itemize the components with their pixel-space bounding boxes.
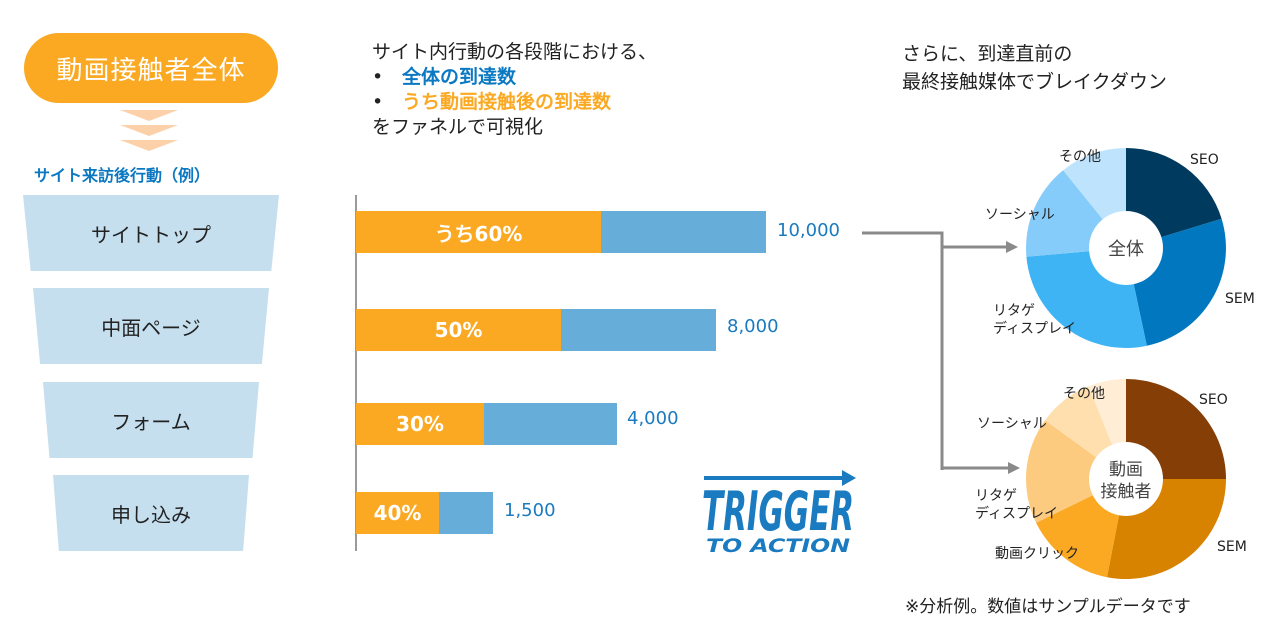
bar-chart-axis — [355, 195, 357, 551]
pie-all-label-social: ソーシャル — [985, 207, 1055, 223]
funnel-stage-form: フォーム — [43, 382, 259, 458]
bar-inner-page: 50% — [356, 309, 716, 351]
trigger-to-action-logo: TRIGGER TO ACTION — [700, 468, 860, 558]
svg-text:接触者: 接触者 — [1101, 482, 1152, 502]
pie-video-label-retarget: リタゲ ディスプレイ — [975, 488, 1059, 522]
donut-chart-all: 全体 — [1026, 148, 1226, 348]
connector-arrows — [862, 231, 1020, 474]
svg-text:TO ACTION: TO ACTION — [706, 535, 850, 557]
pie-all-label-seo: SEO — [1190, 152, 1219, 168]
pie-all-label-retarget: リタゲ ディスプレイ — [993, 303, 1077, 337]
funnel-stage-application: 申し込み — [53, 475, 249, 551]
stage-label: フォーム — [111, 409, 191, 434]
bar-application: 40% — [356, 492, 493, 534]
bar-segment-video: 40% — [356, 492, 439, 534]
bar-segment-total — [561, 309, 716, 351]
bar-segment-video: 50% — [356, 309, 561, 351]
description-line: サイト内行動の各段階における、 — [372, 41, 658, 63]
top-pill-video-viewers: 動画接触者全体 — [24, 33, 278, 103]
bullet-icon: • — [372, 66, 384, 88]
sample-data-note: ※分析例。数値はサンプルデータです — [905, 597, 1191, 617]
pie-video-label-other: その他 — [1063, 386, 1105, 402]
bar-site-top: うち60% — [356, 211, 766, 253]
stage-label: サイトトップ — [91, 222, 211, 247]
pie-all-label-sem: SEM — [1225, 291, 1255, 307]
svg-text:動画: 動画 — [1109, 460, 1143, 480]
bar-value: 4,000 — [627, 408, 679, 429]
funnel-stage-site-top: サイトトップ — [23, 195, 279, 271]
description-bullet-video: • うち動画接触後の到達数 — [372, 91, 612, 113]
svg-text:TRIGGER: TRIGGER — [702, 480, 854, 543]
arrow-right-icon — [1008, 462, 1020, 474]
bar-value: 10,000 — [777, 220, 840, 241]
stage-label: 申し込み — [111, 502, 191, 527]
funnel-stage-inner-page: 中面ページ — [33, 288, 269, 364]
chevron-down-icon — [120, 125, 178, 136]
pie-video-label-seo: SEO — [1199, 392, 1228, 408]
bar-segment-total — [601, 211, 766, 253]
bar-segment-total — [439, 492, 493, 534]
arrow-right-icon — [1006, 241, 1018, 253]
title-line: 最終接触媒体でブレイクダウン — [902, 71, 1167, 93]
bar-segment-total — [484, 403, 617, 445]
top-pill-label: 動画接触者全体 — [56, 55, 246, 86]
funnel-description: サイト内行動の各段階における、 • 全体の到達数 • うち動画接触後の到達数 をファ… — [372, 40, 657, 140]
stage-label: 中面ページ — [101, 315, 201, 340]
breakdown-title: さらに、到達直前の 最終接触媒体でブレイクダウン — [902, 40, 1167, 96]
description-bullet-total: • 全体の到達数 — [372, 66, 517, 88]
bar-segment-video: うち60% — [356, 211, 601, 253]
pie-all-label-other: その他 — [1059, 149, 1101, 165]
bar-value: 1,500 — [504, 500, 556, 521]
pie-video-label-sem: SEM — [1217, 539, 1247, 555]
bar-value: 8,000 — [727, 316, 779, 337]
chevron-down-icon — [120, 110, 178, 121]
bar-segment-video: 30% — [356, 403, 484, 445]
bar-form: 30% — [356, 403, 617, 445]
svg-text:全体: 全体 — [1108, 239, 1144, 260]
bullet-icon: • — [372, 91, 384, 113]
donut-chart-video-viewers: 動画 接触者 — [1025, 379, 1226, 580]
funnel-subheading: サイト来訪後行動（例） — [34, 166, 211, 185]
pie-video-label-video-click: 動画クリック — [995, 546, 1079, 562]
title-line: さらに、到達直前の — [902, 43, 1073, 65]
pie-video-label-social: ソーシャル — [977, 416, 1047, 432]
description-line: をファネルで可視化 — [372, 116, 544, 138]
chevron-down-icon — [120, 140, 178, 151]
